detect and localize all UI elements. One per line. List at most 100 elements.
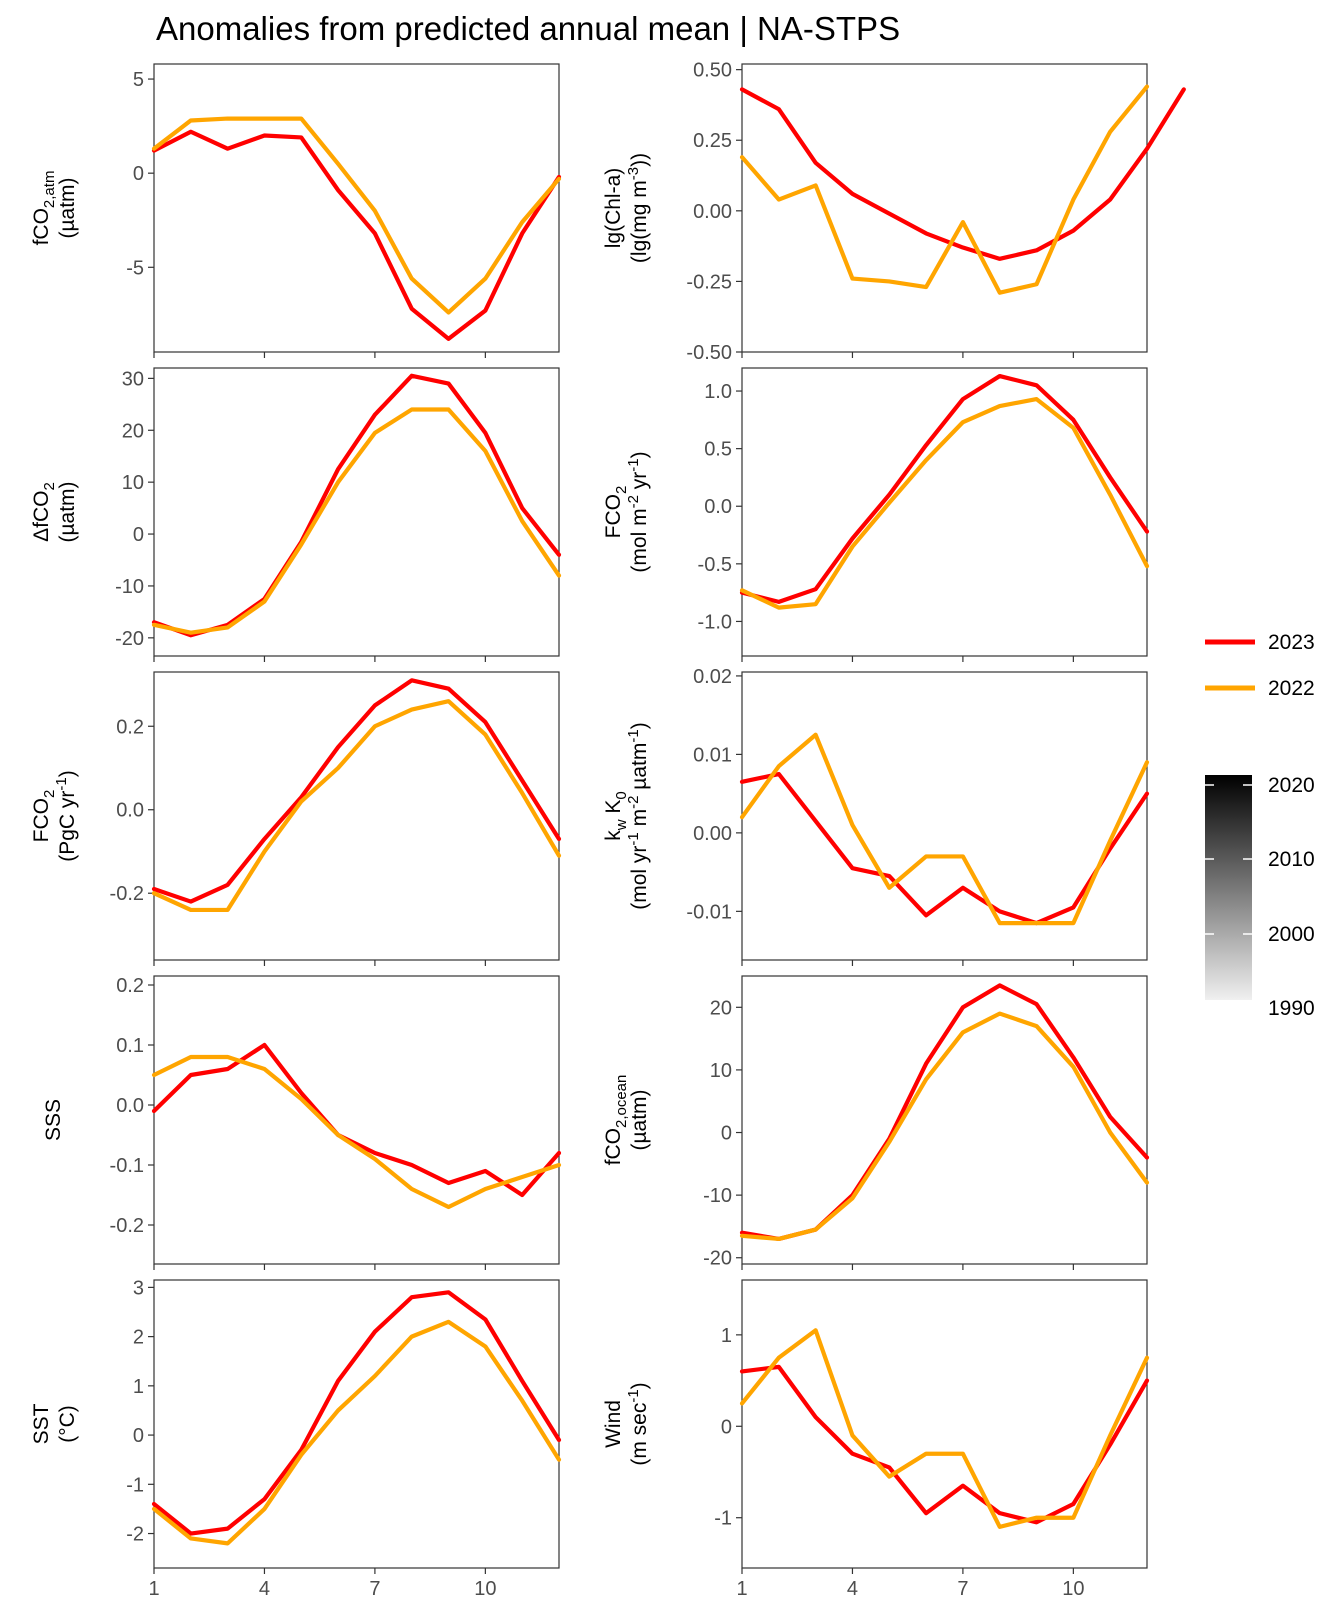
y-tick-label: 3 [133, 1277, 144, 1299]
plot-area [153, 1279, 560, 1569]
y-tick-label: 0.00 [693, 823, 732, 845]
y-axis-label: SSS [42, 1099, 65, 1141]
y-tick-label: -5 [126, 257, 144, 279]
y-tick-label: 1.0 [704, 381, 732, 403]
series-line-2022 [739, 397, 1150, 610]
y-tick-label: 0.02 [693, 666, 732, 688]
y-axis-label: kw K0 [602, 791, 630, 841]
series-line-2022 [151, 699, 562, 913]
colorbar-ticks [1205, 784, 1252, 935]
series-line-2023 [151, 129, 562, 341]
series-line-2022 [739, 732, 1150, 926]
y-tick-label: -1.0 [698, 611, 732, 633]
y-axis-unit: (mol m-2 yr-1) [625, 451, 651, 572]
plot-area [741, 367, 1148, 657]
y-tick-label: -20 [703, 1248, 732, 1270]
y-tick-label: -20 [115, 628, 144, 650]
y-axis-label: fCO2,ocean [602, 1075, 630, 1166]
panel-1: 5 0 -5 fCO2,atm(µatm) [30, 63, 562, 358]
plot-area [741, 671, 1148, 961]
y-tick-label: -0.25 [686, 271, 732, 293]
y-tick-label: -0.50 [686, 342, 732, 364]
y-tick-label: -2 [126, 1524, 144, 1546]
y-axis-label: lg(Chl-a) [602, 168, 625, 249]
colorbar-label-2000: 2000 [1268, 923, 1315, 946]
series-line-2023 [739, 373, 1150, 604]
panels: 50-5fCO2,atm(µatm)0.500.250.00-0.25-0.50… [30, 60, 1186, 1600]
series-line-2023 [739, 87, 1186, 261]
y-tick-label: 0.00 [693, 201, 732, 223]
y-tick-label: 30 [122, 368, 144, 390]
y-axis-label: FCO2 [30, 790, 58, 843]
y-axis-unit: (m sec-1) [625, 1382, 651, 1465]
y-tick-label: 20 [122, 420, 144, 442]
x-tick-label: 4 [847, 1578, 858, 1600]
x-tick-label: 1 [736, 1578, 747, 1600]
series-line-2022 [739, 1011, 1150, 1242]
y-tick-label: 10 [710, 1060, 732, 1082]
legend: 2023 2022 2020 2010 2000 1990 [1205, 631, 1315, 1020]
plot-area [153, 975, 560, 1265]
y-tick-label: -0.5 [698, 554, 732, 576]
panel-8: 20 10 0 -10 -20 fCO2,ocean(µatm) [602, 975, 1150, 1270]
panel-4: 1.0 0.5 0.0 -0.5 -1.0 FCO2(mol m-2 yr-1) [602, 367, 1150, 662]
y-tick-label: -1 [126, 1474, 144, 1496]
colorbar-label-2020: 2020 [1268, 774, 1315, 797]
y-axis-unit: (lg(mg m-3)) [625, 153, 651, 263]
plot-area [153, 671, 560, 961]
colorbar-label-2010: 2010 [1268, 848, 1315, 871]
series-line-2022 [151, 1054, 562, 1210]
y-tick-label: 0 [133, 524, 144, 546]
y-axis-unit: (µatm) [628, 1089, 651, 1150]
y-tick-label: 0 [721, 1123, 732, 1145]
y-axis-unit: (µatm) [56, 481, 79, 542]
plot-area [153, 63, 560, 353]
series-line-2023 [739, 1364, 1150, 1525]
colorbar-label-1990: 1990 [1268, 997, 1315, 1020]
y-tick-label: 0 [721, 1416, 732, 1438]
legend-label-2023: 2023 [1268, 631, 1315, 654]
plot-area [741, 63, 1148, 353]
y-tick-label: -0.2 [110, 1215, 144, 1237]
series-line-2022 [151, 1319, 562, 1546]
y-axis-label: Wind [602, 1400, 625, 1448]
series-line-2022 [739, 1328, 1150, 1529]
y-axis-unit: (µatm) [56, 177, 79, 238]
y-axis-label: SST [30, 1403, 53, 1444]
y-axis-label: FCO2 [602, 486, 630, 539]
panel-5: 0.2 0.0 -0.2 FCO2(PgC yr-1) [30, 671, 562, 966]
y-axis-label: ΔfCO2 [30, 482, 58, 542]
y-tick-label: 1 [133, 1376, 144, 1398]
y-axis-unit: (mol yr-1 m-2 µatm-1) [625, 722, 651, 909]
y-axis-unit: (°C) [56, 1405, 79, 1443]
panel-6: 0.02 0.01 0.00 -0.01 kw K0(mol yr-1 m-2 µatm… [602, 666, 1150, 966]
legend-label-2022: 2022 [1268, 677, 1315, 700]
y-tick-label: 5 [133, 69, 144, 91]
panel-3: 30 20 10 0 -10 -20 ΔfCO2(µatm) [30, 367, 562, 662]
y-tick-label: 0 [133, 163, 144, 185]
series-line-2023 [151, 1042, 562, 1198]
y-tick-label: -1 [714, 1508, 732, 1530]
y-tick-label: 20 [710, 997, 732, 1019]
y-tick-label: 0.2 [116, 975, 144, 997]
figure-title: Anomalies from predicted annual mean | N… [156, 10, 900, 47]
panel-2: 0.50 0.25 0.00 -0.25 -0.50 lg(Chl-a) (lg(mg m-… [602, 60, 1186, 364]
plot-area [153, 367, 560, 657]
y-tick-label: -0.1 [110, 1155, 144, 1177]
series-line-2022 [151, 407, 562, 635]
y-tick-label: -10 [115, 576, 144, 598]
series-line-2022 [739, 84, 1150, 295]
x-tick-label: 10 [474, 1578, 496, 1600]
y-tick-label: 0.5 [704, 439, 732, 461]
series-line-2023 [151, 1290, 562, 1536]
y-tick-label: 0 [133, 1425, 144, 1447]
x-tick-label: 4 [259, 1578, 270, 1600]
y-axis-label: fCO2,atm [30, 171, 58, 246]
y-tick-label: -0.01 [686, 901, 732, 923]
x-tick-label: 7 [957, 1578, 968, 1600]
x-tick-label: 10 [1062, 1578, 1084, 1600]
y-tick-label: -10 [703, 1185, 732, 1207]
x-tick-label: 1 [148, 1578, 159, 1600]
